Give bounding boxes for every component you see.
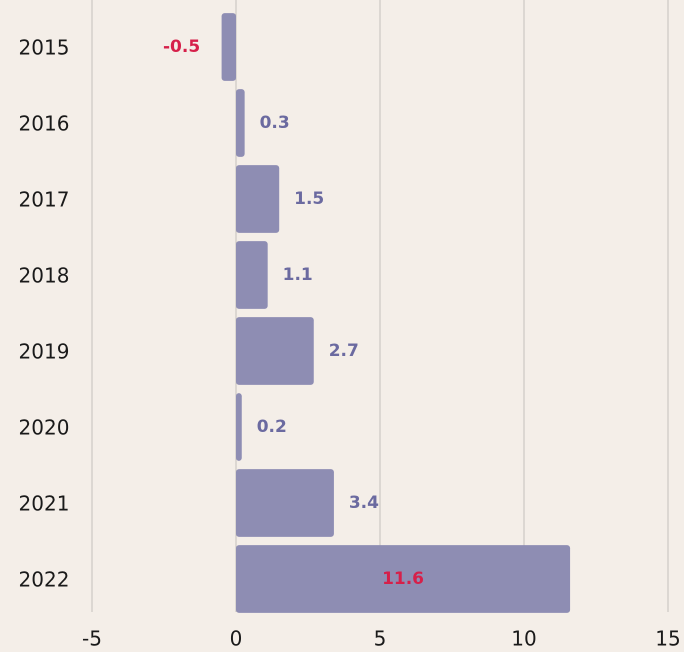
x-tick-label: 10 [511,627,536,651]
x-tick-label: 0 [230,627,243,651]
y-tick-label: 2019 [19,340,70,364]
bar [236,469,334,537]
y-tick-label: 2020 [19,416,70,440]
value-label: 0.2 [257,417,287,437]
x-tick-label: 5 [374,627,387,651]
value-label: 1.5 [294,189,324,209]
value-label: 0.3 [260,113,290,133]
y-tick-label: 2021 [19,492,70,516]
y-tick-label: 2017 [19,188,70,212]
value-label: 11.6 [382,569,424,589]
x-tick-label: 15 [655,627,680,651]
y-tick-label: 2022 [19,568,70,592]
bar [236,393,242,461]
x-tick-label: -5 [82,627,102,651]
bar [236,545,571,613]
bar [236,165,280,233]
value-label: 1.1 [283,265,313,285]
value-label: 2.7 [329,341,359,361]
y-tick-label: 2018 [19,264,70,288]
y-tick-label: 2015 [19,36,70,60]
y-tick-label: 2016 [19,112,70,136]
bar [236,317,314,385]
bar [221,13,236,81]
value-label: -0.5 [163,37,200,57]
bar [236,89,245,157]
bar [236,241,268,309]
value-label: 3.4 [349,493,379,513]
